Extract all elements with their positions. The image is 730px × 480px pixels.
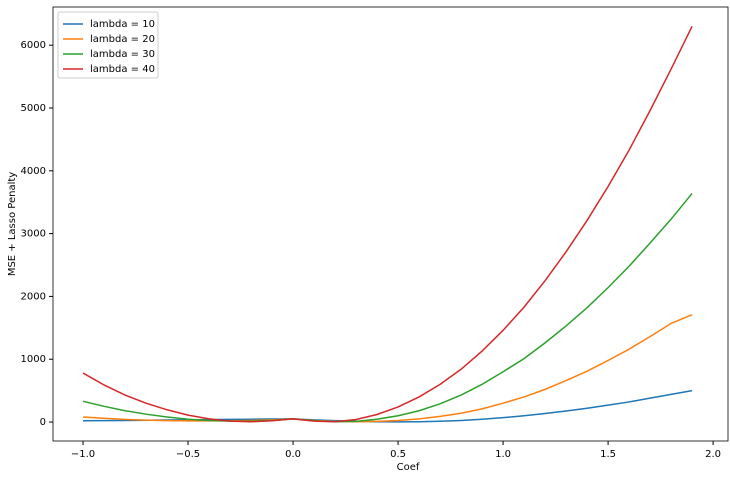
legend-label: lambda = 20	[90, 34, 155, 45]
x-tick-label: 2.0	[705, 449, 721, 460]
axes-frame	[52, 6, 729, 442]
x-axis-label: Coef	[397, 462, 420, 473]
y-tick-label: 1000	[21, 354, 46, 365]
x-tick-label: 0.0	[285, 449, 301, 460]
x-tick-label: −0.5	[176, 449, 200, 460]
line-series	[83, 389, 693, 423]
line-series	[82, 26, 693, 423]
y-axis-label: MSE + Lasso Penalty	[7, 172, 18, 276]
y-tick-label: 5000	[21, 103, 46, 114]
legend-label: lambda = 30	[90, 49, 155, 60]
legend-label: lambda = 10	[90, 19, 155, 30]
x-tick-label: 1.5	[600, 449, 616, 460]
legend-box	[57, 11, 159, 79]
x-tick-label: −1.0	[71, 449, 95, 460]
line-series	[82, 192, 693, 423]
y-tick-label: 4000	[21, 166, 46, 177]
legend-label: lambda = 40	[90, 64, 155, 75]
line-series	[82, 313, 693, 423]
x-tick-label: 0.5	[390, 449, 406, 460]
y-tick-label: 2000	[21, 291, 46, 302]
x-tick-label: 1.0	[495, 449, 511, 460]
y-tick-label: 3000	[21, 229, 46, 240]
y-tick-label: 6000	[21, 40, 46, 51]
y-tick-label: 0	[40, 417, 46, 428]
